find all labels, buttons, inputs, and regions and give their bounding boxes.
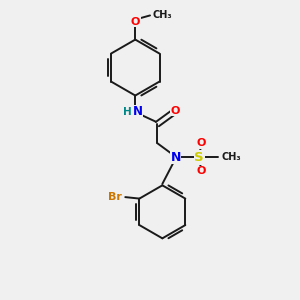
Text: O: O — [130, 17, 140, 27]
Text: S: S — [194, 151, 204, 164]
Text: N: N — [170, 151, 181, 164]
Text: Br: Br — [108, 191, 122, 202]
Text: CH₃: CH₃ — [222, 152, 242, 162]
Text: H: H — [123, 107, 131, 117]
Text: O: O — [197, 167, 206, 176]
Text: CH₃: CH₃ — [153, 10, 172, 20]
Text: O: O — [197, 138, 206, 148]
Text: O: O — [171, 106, 180, 116]
Text: N: N — [133, 105, 142, 118]
